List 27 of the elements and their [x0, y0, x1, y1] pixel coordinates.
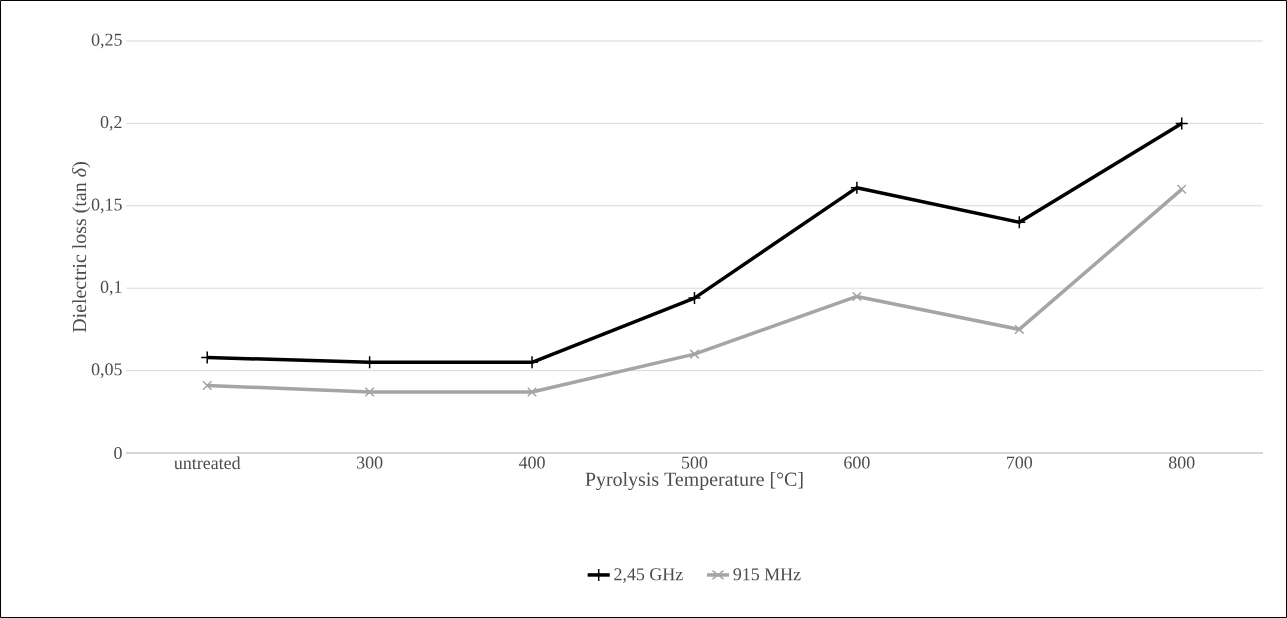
x-tick-label: 700	[1007, 456, 1033, 469]
point	[364, 387, 375, 398]
y-tick-label: 0,15	[91, 198, 122, 214]
y-tick-label: 0,25	[91, 33, 122, 49]
point	[202, 380, 213, 391]
x-tick-label: 500	[682, 456, 708, 469]
y-tick-label: 0,1	[100, 280, 122, 296]
point	[687, 291, 702, 305]
y-tick-label: 0,2	[100, 116, 122, 131]
point	[1176, 184, 1187, 195]
point	[851, 291, 862, 302]
x-tick-label: 600	[844, 456, 870, 469]
x-axis-title: Pyrolysis Temperature [°C]	[585, 471, 803, 491]
x-tick-label: 300	[357, 456, 383, 469]
legend-label: 915 MHz	[733, 568, 801, 581]
point	[1012, 215, 1027, 230]
point	[1014, 324, 1025, 335]
legend-label: 2,45 GHz	[614, 568, 683, 583]
y-axis-title: Dielectric loss (tan δ)	[72, 162, 91, 333]
point	[689, 349, 700, 360]
x-tick-label: untreated	[174, 456, 241, 470]
y-tick-label: 0,05	[91, 363, 122, 378]
point	[1174, 116, 1189, 131]
x-tick-label: 400	[518, 456, 545, 469]
point	[527, 387, 538, 398]
x-tick-label: 800	[1168, 456, 1195, 469]
y-tick-label: 0	[114, 446, 122, 460]
